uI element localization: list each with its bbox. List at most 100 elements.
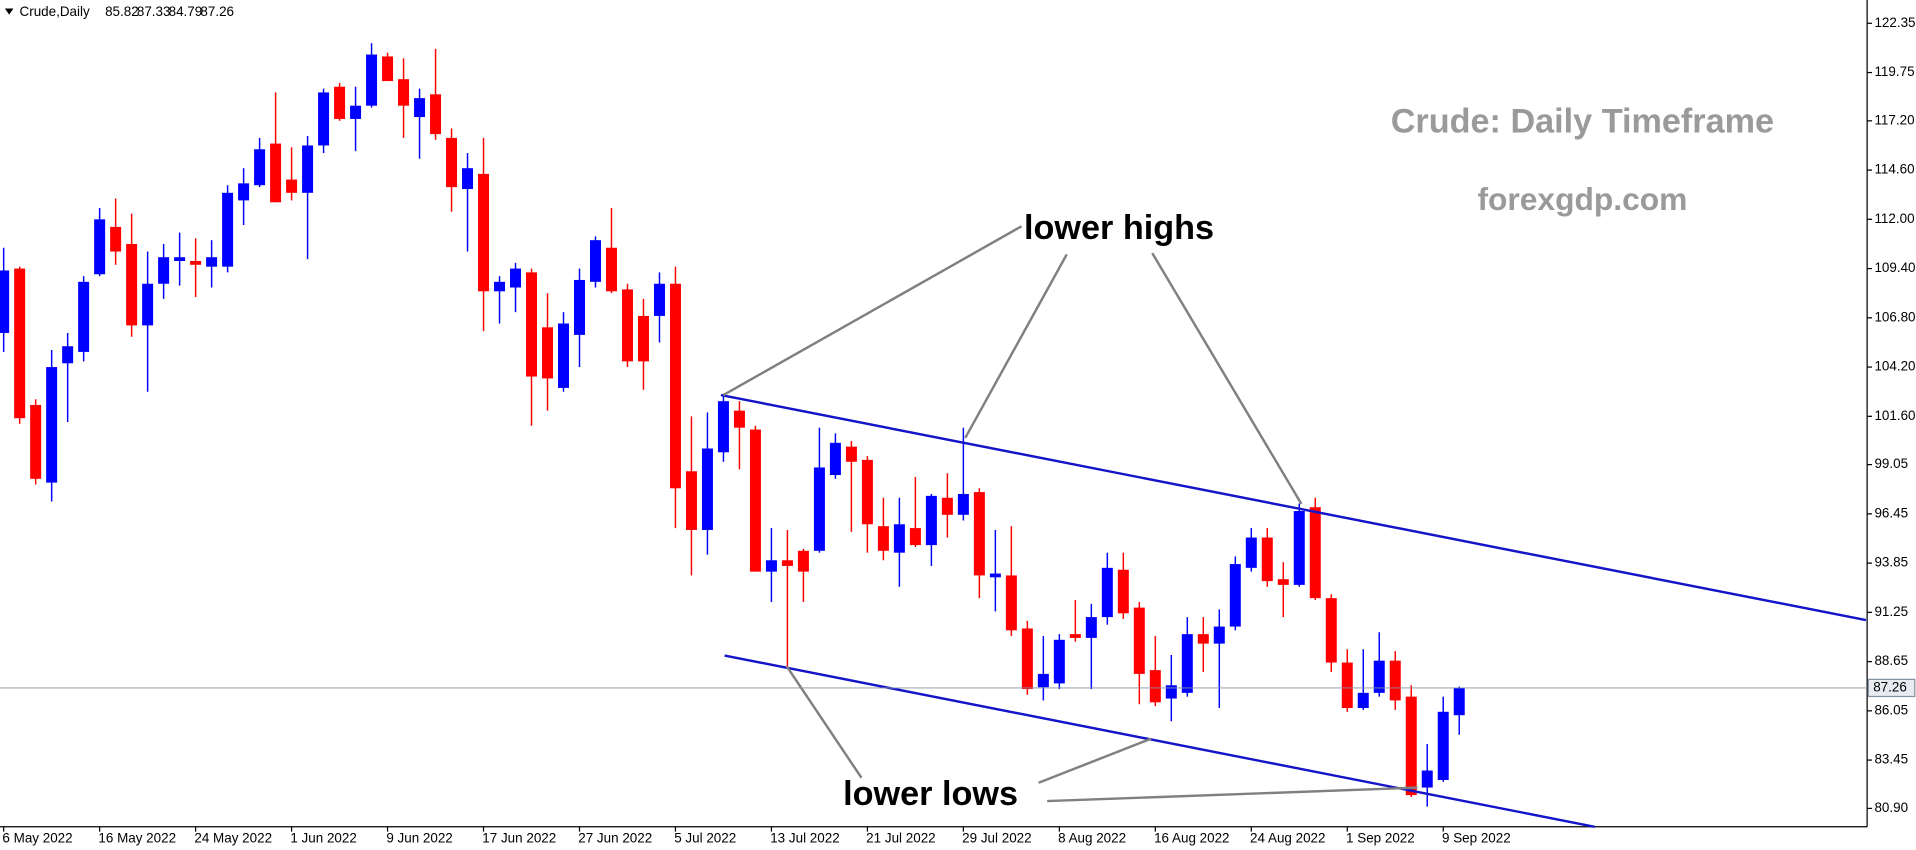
- candle-body: [957, 493, 969, 515]
- candle-body: [190, 261, 202, 265]
- x-tick-label: 13 Jul 2022: [770, 831, 839, 846]
- annotation: lower lows: [843, 775, 1018, 813]
- candle-body: [621, 289, 633, 362]
- candle-body: [1213, 626, 1225, 644]
- y-tick-label: 119.75: [1874, 64, 1914, 79]
- y-tick-label: 101.60: [1874, 408, 1915, 423]
- candle-body: [1309, 507, 1321, 599]
- candle-body: [206, 257, 218, 267]
- candle-body: [510, 268, 522, 288]
- candle-body: [1453, 687, 1465, 716]
- y-tick-label: 86.05: [1874, 702, 1908, 717]
- candle-body: [1325, 598, 1337, 663]
- candle-body: [542, 327, 554, 379]
- x-tick-label: 5 Jul 2022: [674, 831, 736, 846]
- x-tick-label: 17 Jun 2022: [482, 831, 556, 846]
- candle-body: [861, 459, 873, 525]
- candle-body: [1229, 564, 1241, 627]
- upper-channel-line: [720, 393, 1867, 622]
- y-tick-label: 99.05: [1874, 456, 1908, 471]
- pointer-line: [785, 665, 863, 779]
- current-price-label: 87.26: [1873, 679, 1907, 694]
- candle-body: [1197, 634, 1209, 644]
- candle-body: [669, 283, 681, 489]
- candle-body: [238, 183, 250, 201]
- candle-body: [1101, 567, 1113, 618]
- candle-body: [589, 240, 601, 282]
- chart-title: Crude: Daily Timeframe: [1391, 103, 1774, 141]
- candle-body: [398, 79, 410, 106]
- x-tick-label: 21 Jul 2022: [866, 831, 935, 846]
- candle-body: [1037, 673, 1049, 688]
- candle-body: [557, 323, 569, 388]
- candle-body: [1357, 692, 1369, 709]
- candle-body: [414, 98, 426, 118]
- candle-body: [1437, 711, 1449, 780]
- x-tick-label: 24 May 2022: [194, 831, 272, 846]
- pointer-line: [964, 253, 1068, 439]
- candle-body: [350, 105, 362, 119]
- candle-body: [781, 560, 793, 566]
- x-tick-label: 1 Sep 2022: [1346, 831, 1415, 846]
- candle-body: [909, 528, 921, 546]
- x-tick-label: 16 Aug 2022: [1154, 831, 1229, 846]
- candle-body: [685, 471, 697, 530]
- candle-body: [0, 270, 10, 333]
- candle-body: [1261, 537, 1273, 582]
- candle-body: [126, 243, 138, 326]
- candle-body: [877, 526, 889, 551]
- candle-body: [701, 448, 713, 530]
- y-tick-label: 109.40: [1874, 260, 1915, 275]
- candle-body: [46, 367, 58, 483]
- candle-body: [1277, 579, 1289, 585]
- candle-body: [382, 56, 394, 82]
- candle-body: [637, 315, 649, 362]
- candle-body: [1133, 607, 1145, 674]
- candle-body: [941, 497, 953, 515]
- candle-body: [254, 149, 266, 186]
- y-tick-label: 122.35: [1874, 15, 1915, 30]
- candle-body: [1341, 662, 1353, 709]
- header-close: 87.26: [200, 4, 234, 19]
- menu-triangle[interactable]: [4, 8, 14, 15]
- candle-body: [573, 279, 585, 335]
- header-open: 85.82: [105, 4, 139, 19]
- annotation: lower highs: [1024, 209, 1214, 247]
- pointer-line: [1038, 737, 1152, 784]
- candle-body: [1181, 634, 1193, 693]
- candle-body: [14, 268, 26, 419]
- y-tick-label: 112.00: [1874, 211, 1914, 226]
- symbol-label: Crude,Daily: [20, 4, 90, 19]
- y-tick-label: 117.20: [1874, 112, 1914, 127]
- x-tick-label: 1 Jun 2022: [290, 831, 356, 846]
- candle-body: [446, 137, 458, 188]
- candle-body: [318, 92, 330, 146]
- candle-body: [925, 495, 937, 546]
- y-tick-label: 104.20: [1874, 359, 1915, 374]
- candle-body: [142, 283, 154, 326]
- candle-body: [733, 410, 745, 428]
- candle-body: [989, 573, 1001, 578]
- candle-body: [286, 179, 298, 193]
- candle-body: [94, 219, 106, 275]
- candle-body: [1053, 639, 1065, 684]
- candle-body: [813, 467, 825, 551]
- candle-body: [1149, 670, 1161, 703]
- pointer-line: [1151, 252, 1303, 505]
- candle-body: [1293, 511, 1305, 585]
- candle-body: [845, 446, 857, 462]
- candle-body: [1021, 628, 1033, 690]
- y-tick-label: 106.80: [1874, 309, 1915, 324]
- candle-body: [366, 54, 378, 106]
- x-tick-label: 9 Jun 2022: [386, 831, 452, 846]
- chart-subtitle: forexgdp.com: [1477, 181, 1687, 217]
- candle-body: [1165, 685, 1177, 699]
- y-tick-label: 80.90: [1874, 800, 1908, 815]
- candle-body: [1069, 634, 1081, 638]
- x-tick-label: 29 Jul 2022: [962, 831, 1031, 846]
- candle-body: [893, 524, 905, 553]
